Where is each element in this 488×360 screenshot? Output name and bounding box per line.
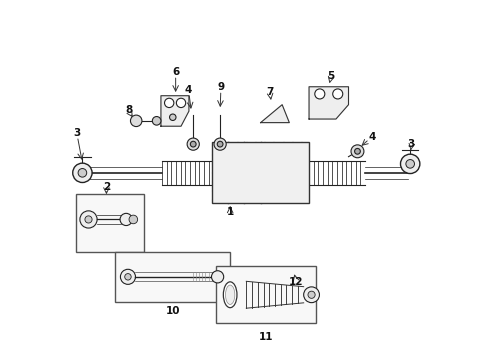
- Text: 3: 3: [407, 139, 414, 149]
- Polygon shape: [161, 96, 188, 126]
- Circle shape: [120, 269, 135, 284]
- Circle shape: [303, 287, 319, 303]
- Circle shape: [211, 271, 223, 283]
- Circle shape: [405, 159, 414, 168]
- Circle shape: [85, 216, 92, 223]
- Circle shape: [129, 215, 137, 224]
- Circle shape: [176, 98, 185, 108]
- Circle shape: [314, 89, 324, 99]
- Circle shape: [400, 154, 419, 174]
- Text: 12: 12: [289, 277, 303, 287]
- Text: 2: 2: [102, 182, 110, 192]
- Circle shape: [152, 117, 161, 125]
- Circle shape: [187, 138, 199, 150]
- Circle shape: [80, 211, 97, 228]
- Text: 3: 3: [73, 129, 80, 138]
- Bar: [212, 142, 308, 203]
- Polygon shape: [308, 87, 348, 119]
- Circle shape: [164, 98, 174, 108]
- Ellipse shape: [225, 285, 234, 305]
- Circle shape: [332, 89, 342, 99]
- Circle shape: [78, 168, 86, 177]
- Circle shape: [214, 138, 226, 150]
- Bar: [215, 266, 316, 323]
- Bar: [76, 194, 144, 252]
- Circle shape: [354, 148, 360, 154]
- Circle shape: [169, 114, 176, 121]
- Text: 6: 6: [172, 67, 179, 77]
- Ellipse shape: [223, 282, 237, 308]
- Text: 8: 8: [125, 105, 132, 115]
- Circle shape: [73, 163, 92, 183]
- Text: 4: 4: [367, 132, 375, 142]
- Bar: [115, 252, 230, 302]
- Circle shape: [307, 291, 314, 298]
- Circle shape: [217, 141, 223, 147]
- Circle shape: [120, 213, 132, 226]
- Circle shape: [124, 274, 131, 280]
- Text: 10: 10: [165, 306, 180, 316]
- Text: 1: 1: [226, 207, 233, 217]
- Text: 5: 5: [326, 71, 333, 81]
- Text: 9: 9: [217, 82, 224, 93]
- Circle shape: [130, 115, 142, 127]
- Text: 7: 7: [265, 87, 273, 97]
- Text: 11: 11: [258, 332, 273, 342]
- Circle shape: [350, 145, 363, 158]
- Circle shape: [190, 141, 196, 147]
- Text: 4: 4: [184, 85, 191, 95]
- Polygon shape: [260, 105, 289, 123]
